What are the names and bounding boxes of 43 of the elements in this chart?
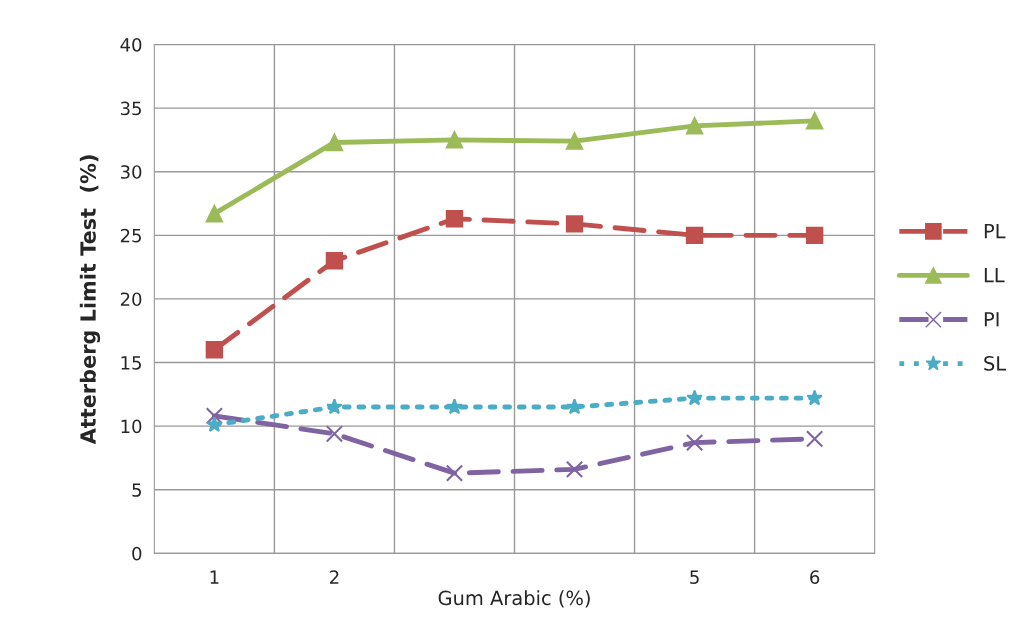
point xyxy=(445,464,464,482)
point xyxy=(445,131,464,149)
x-tick-label: 2 xyxy=(330,570,339,584)
legend-label: PL xyxy=(984,223,1006,239)
point xyxy=(205,205,224,223)
y-tick-label: 20 xyxy=(120,292,142,307)
point xyxy=(205,407,224,425)
point xyxy=(565,215,584,233)
point xyxy=(685,433,704,452)
point xyxy=(445,210,464,228)
point xyxy=(446,398,463,415)
point xyxy=(326,398,343,415)
legend-label: SL xyxy=(984,356,1007,371)
point xyxy=(805,430,824,448)
y-tick-label: 40 xyxy=(120,37,142,52)
point xyxy=(206,416,223,433)
point xyxy=(806,389,823,406)
y-tick-label: 35 xyxy=(120,101,141,116)
point xyxy=(685,226,704,244)
x-tick-label: 1 xyxy=(210,570,219,584)
point xyxy=(565,132,584,150)
legend-label: PI xyxy=(984,312,999,327)
point xyxy=(205,341,224,359)
point xyxy=(565,460,584,479)
point xyxy=(325,133,344,152)
point xyxy=(805,112,824,130)
y-tick-label: 25 xyxy=(120,228,141,243)
y-tick-label: 15 xyxy=(121,356,141,370)
y-tick-label: 5 xyxy=(132,483,141,497)
y-tick-label: 30 xyxy=(120,165,142,179)
point xyxy=(805,226,824,244)
y-tick-label: 0 xyxy=(132,546,142,561)
x-tick-label: 6 xyxy=(810,570,820,584)
point xyxy=(325,252,344,270)
x-tick-label: 5 xyxy=(690,570,699,584)
y-tick-label: 10 xyxy=(121,419,142,434)
y-axis-title: Atterberg Limit Test (%) xyxy=(79,155,101,445)
point xyxy=(566,398,583,415)
x-axis-title: Gum Arabic (%) xyxy=(438,590,590,608)
point xyxy=(686,389,703,406)
point xyxy=(685,117,704,135)
point xyxy=(325,425,344,443)
legend-label: LL xyxy=(984,268,1005,283)
